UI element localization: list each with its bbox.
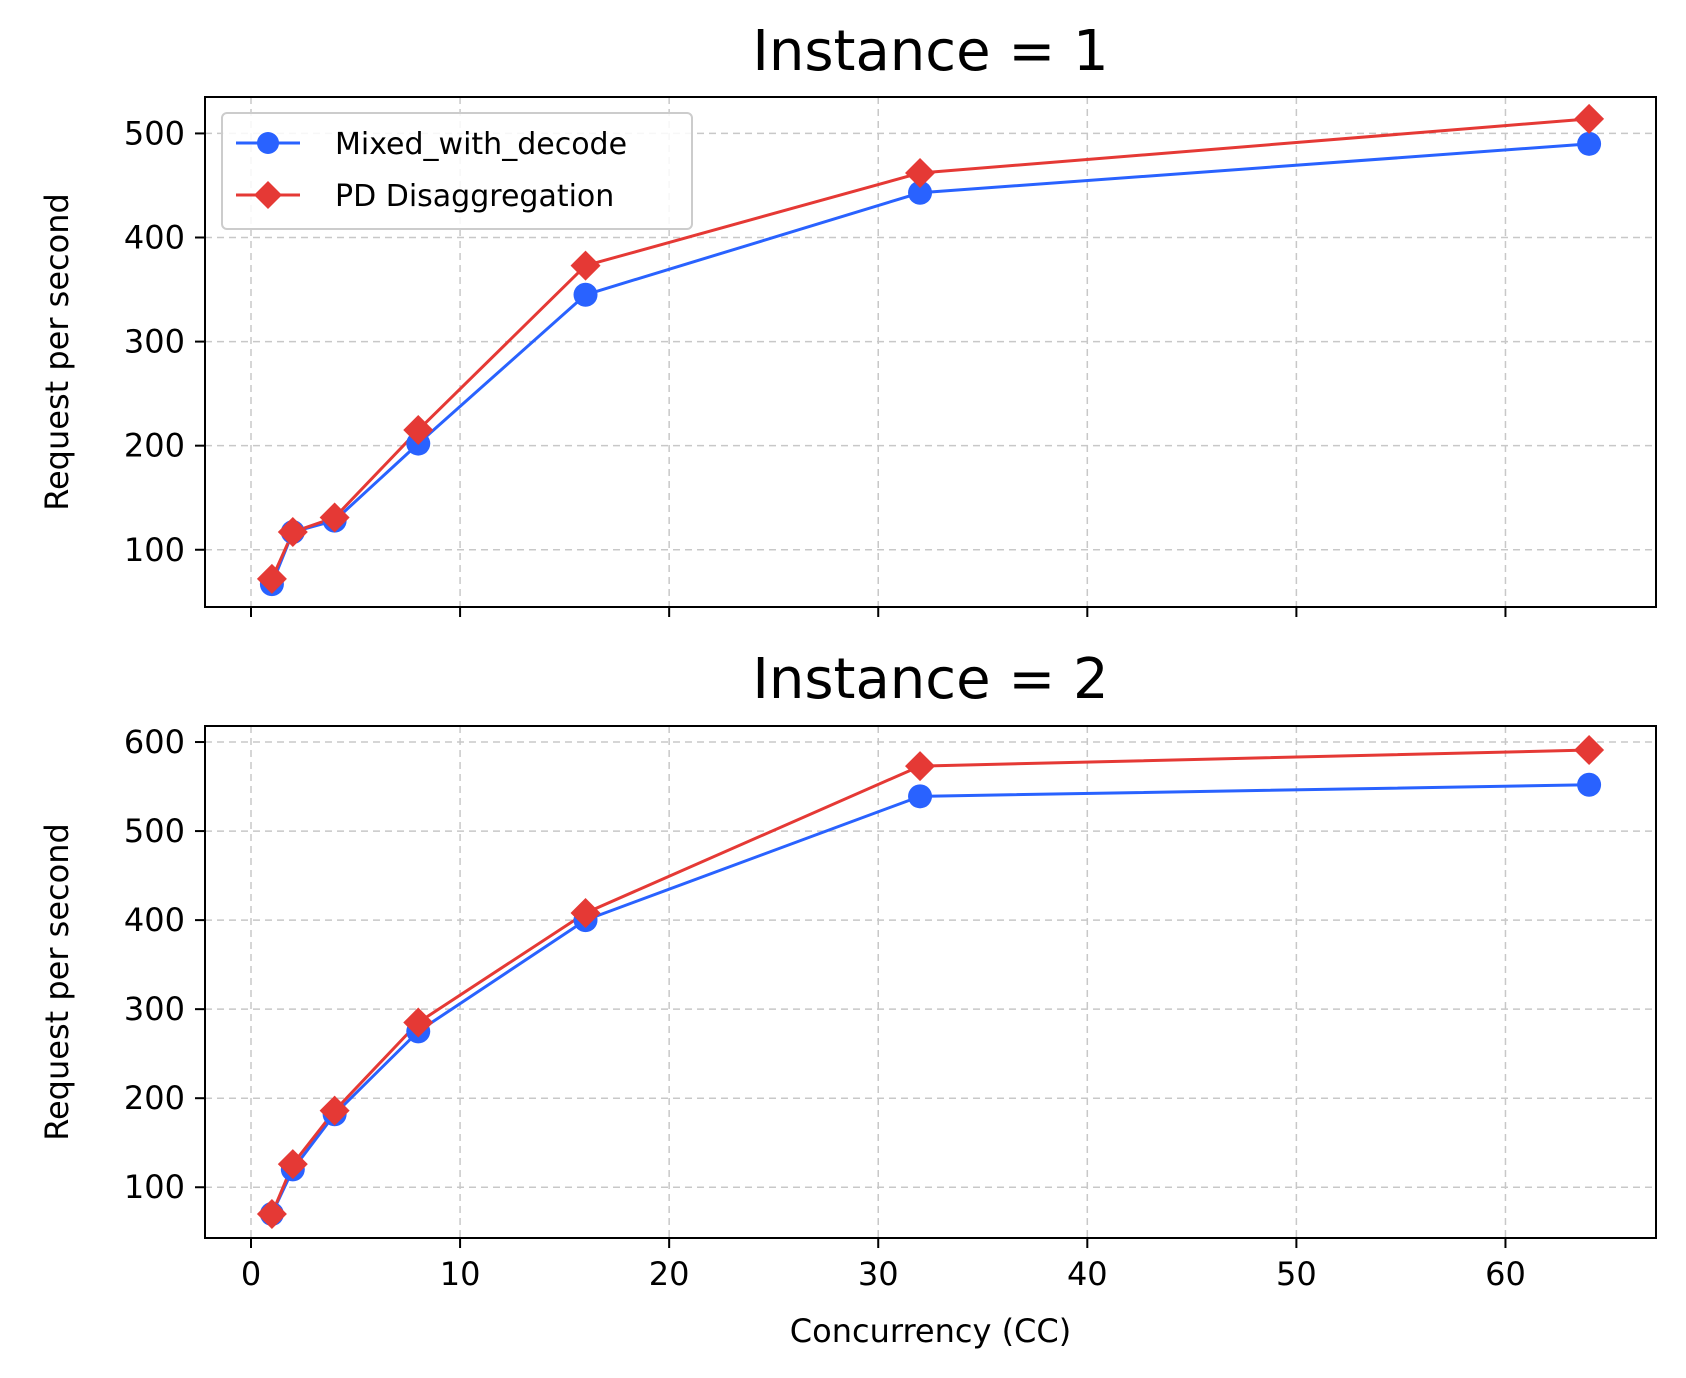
x-tick-label: 40 [1067,1255,1108,1293]
series-markers-1 [256,735,1605,1229]
legend-item-pd: PD Disaggregation [236,179,614,214]
y-tick-label: 200 [124,1079,185,1117]
x-tick-label: 10 [440,1255,481,1293]
legend-label-pd: PD Disaggregation [335,179,614,214]
y-tick-label: 600 [124,723,185,761]
data-point-pd [905,751,936,782]
subplot-instance-1: 100 200 300 400 500 Instance = 1 Request per… [38,19,1657,617]
legend-item-mixed: Mixed_with_decode [236,127,627,162]
legend-marker-mixed [257,132,279,154]
data-point-pd [905,157,936,188]
data-point-pd [403,415,434,446]
data-point-pd [319,1095,350,1126]
y-tick-label: 200 [124,427,185,465]
plot-frame-0 [204,96,1657,608]
data-point-mixed [908,180,933,205]
x-tick-label: 30 [858,1255,899,1293]
x-tick-label: 50 [1276,1255,1317,1293]
axis-ticks-0: 100 200 300 400 500 [124,114,1507,617]
data-point-pd [277,1149,308,1180]
y-axis-label-0: Request per second [38,193,76,511]
x-tick-label: 60 [1485,1255,1526,1293]
y-tick-label: 300 [124,990,185,1028]
data-point-pd [570,897,601,928]
legend-label-mixed: Mixed_with_decode [335,127,627,162]
data-point-mixed [1577,131,1602,156]
y-tick-label: 500 [124,812,185,850]
chart-title-1: Instance = 2 [752,647,1108,712]
data-point-mixed [573,282,598,307]
data-point-pd [256,1198,287,1229]
legend: Mixed_with_decode PD Disaggregation [221,112,693,230]
y-tick-label: 500 [124,114,185,152]
data-point-pd [277,517,308,548]
data-point-pd [256,563,287,594]
x-axis-label: Concurrency (CC) [790,1312,1071,1350]
plot-frame-1 [204,725,1657,1239]
series-markers-0 [256,103,1605,597]
data-point-mixed [908,784,933,809]
data-point-pd [319,502,350,533]
data-point-pd [1574,103,1605,134]
subplot-instance-2: 0 10 20 30 40 50 60 100 200 300 400 500 600 Instance… [38,647,1657,1350]
data-point-pd [570,250,601,281]
legend-box [221,112,693,230]
data-point-mixed [1577,772,1602,797]
legend-marker-pd [254,181,282,209]
y-tick-label: 300 [124,323,185,361]
chart-title-0: Instance = 1 [752,19,1108,84]
y-tick-label: 100 [124,1168,185,1206]
y-axis-label-1: Request per second [38,823,76,1141]
x-tick-label: 0 [241,1255,261,1293]
data-point-pd [403,1007,434,1038]
grid-1 [205,726,1656,1238]
y-tick-label: 400 [124,901,185,939]
x-tick-label: 20 [649,1255,690,1293]
y-tick-label: 100 [124,531,185,569]
data-point-pd [1574,735,1605,766]
y-tick-label: 400 [124,219,185,257]
axis-ticks-1: 0 10 20 30 40 50 60 100 200 300 400 500 600 [124,723,1526,1293]
